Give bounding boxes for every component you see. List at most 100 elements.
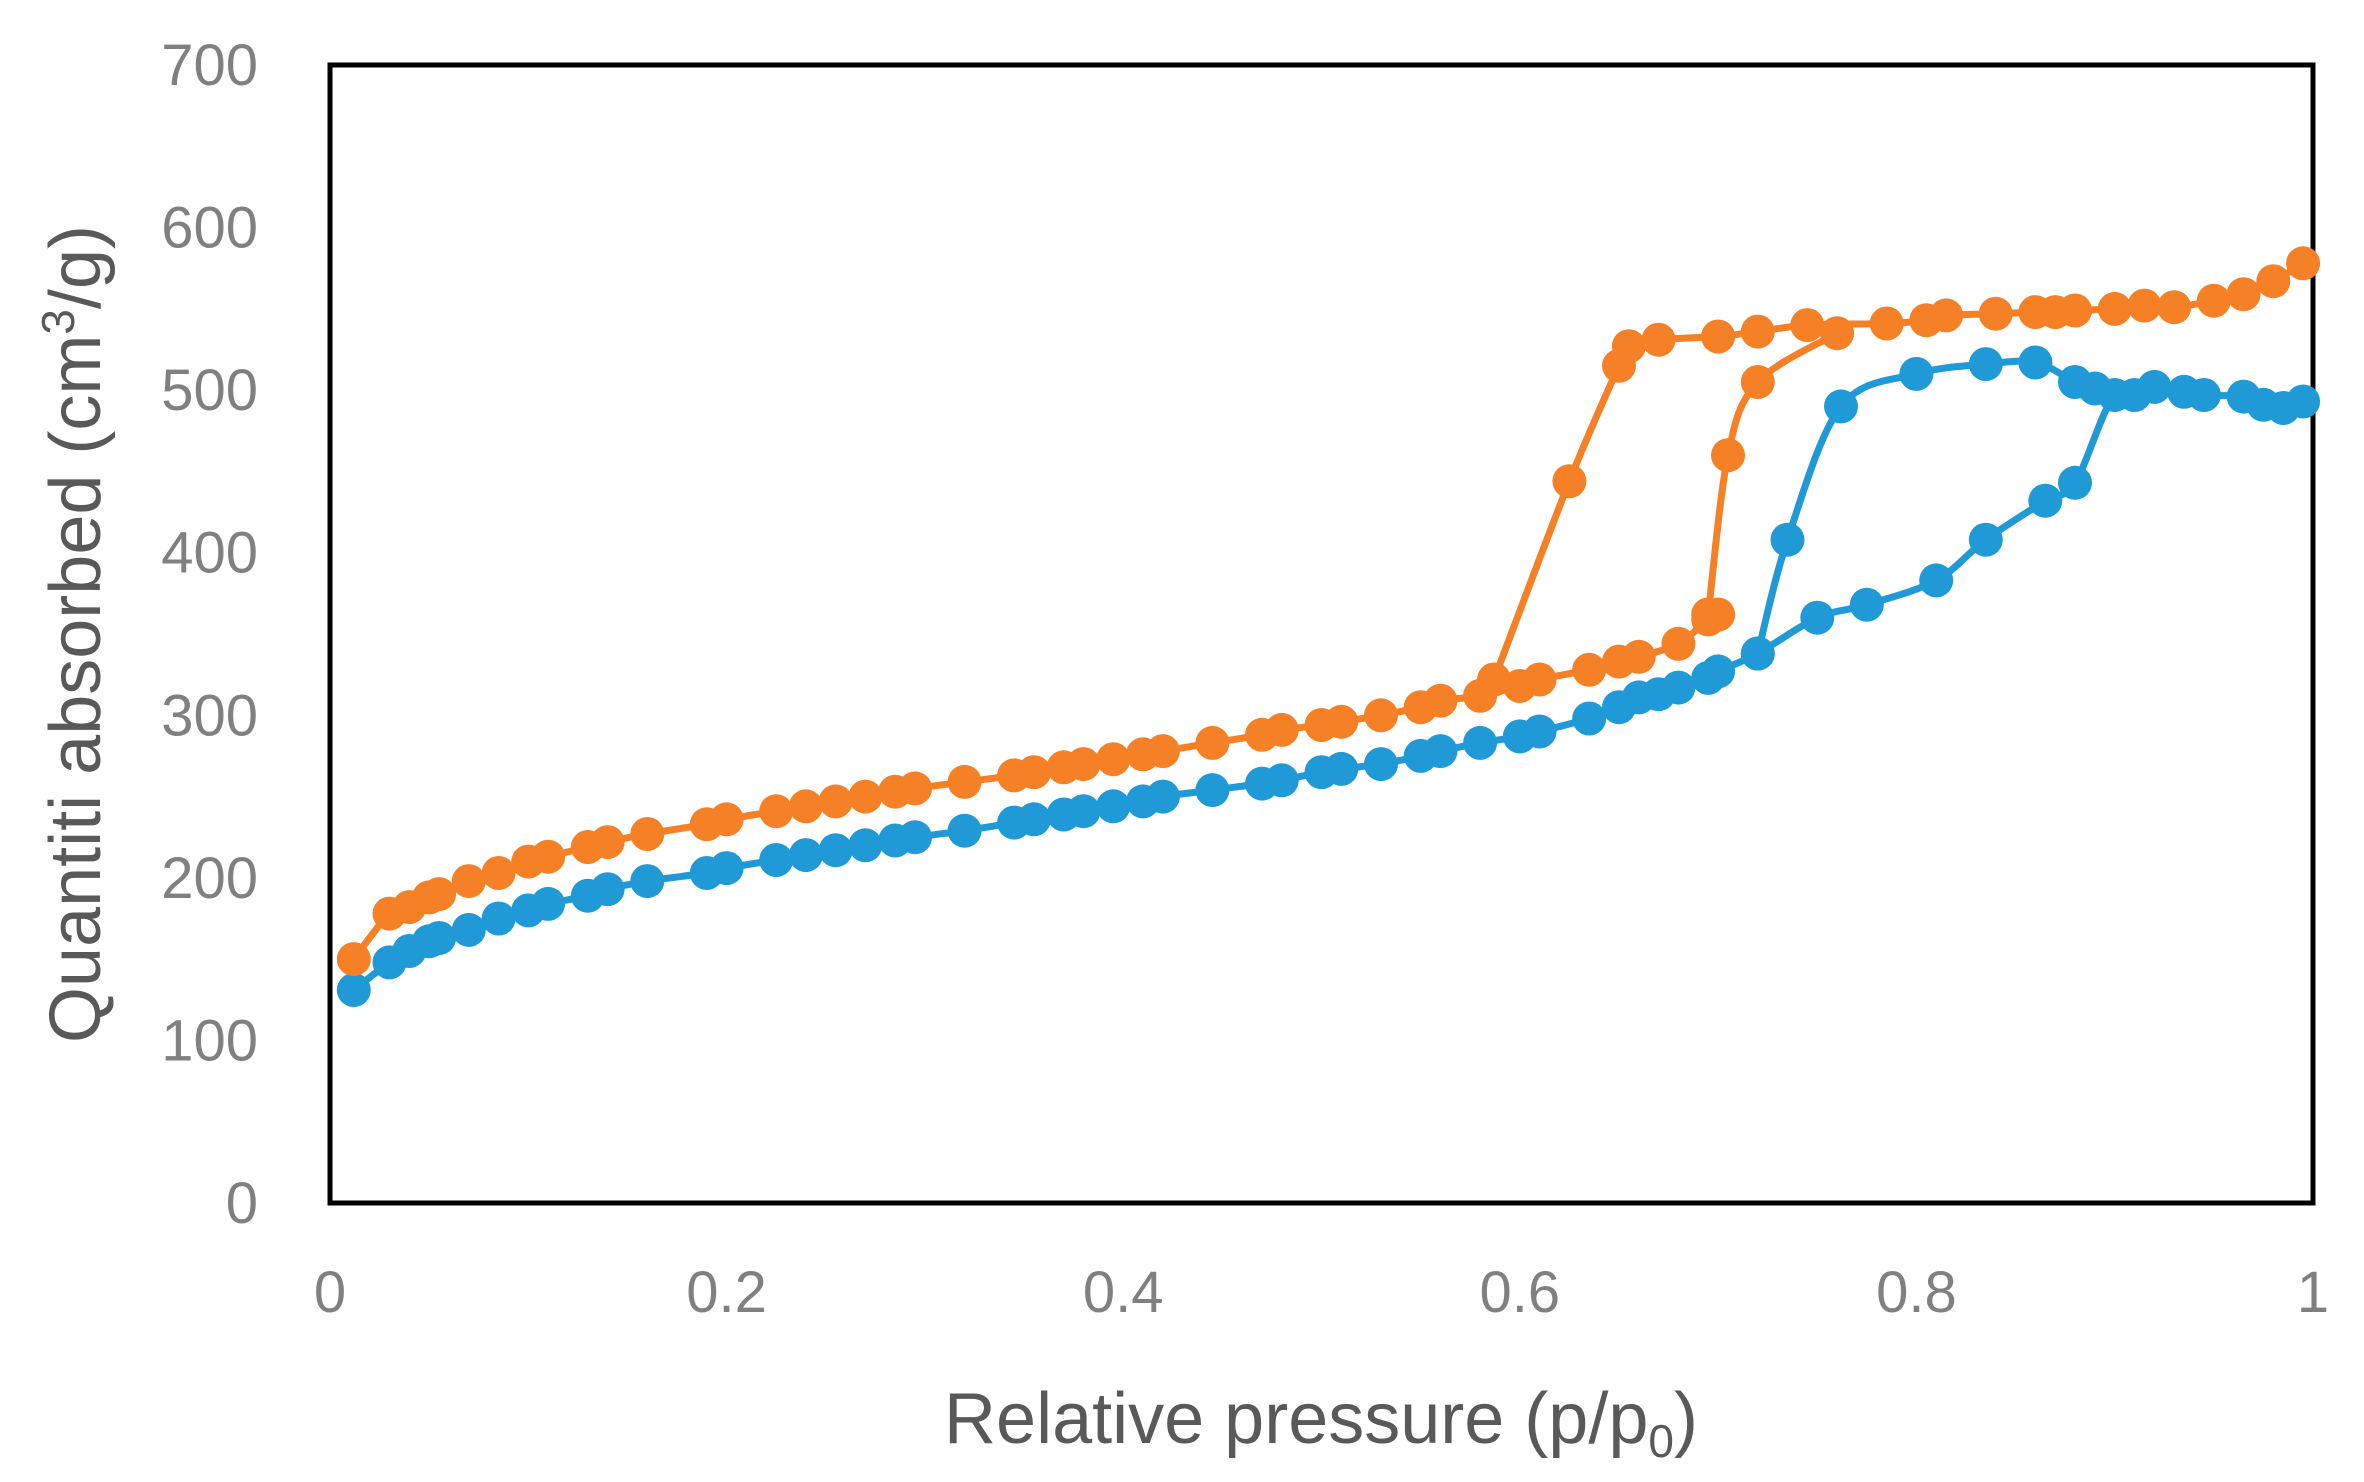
data-point xyxy=(1824,389,1858,424)
plot-area-frame xyxy=(327,62,2316,1206)
data-point xyxy=(1096,789,1131,824)
data-point xyxy=(1017,755,1051,790)
data-point xyxy=(2117,378,2152,412)
x-axis-ticks: 0 0.2 0.4 0.6 0.8 1 xyxy=(314,1260,2329,1325)
data-point xyxy=(1641,322,1676,357)
series-3 xyxy=(1477,246,2321,697)
data-point xyxy=(1929,298,1964,333)
data-point xyxy=(1621,639,1656,674)
data-point xyxy=(1552,464,1587,499)
series-line xyxy=(1704,329,1841,618)
data-point xyxy=(422,921,457,955)
y-tick-label: 300 xyxy=(161,683,258,748)
data-point xyxy=(590,872,625,907)
data-point xyxy=(1691,597,1726,632)
data-point xyxy=(2097,291,2132,326)
data-point xyxy=(2077,371,2112,406)
data-point xyxy=(422,877,457,912)
data-point xyxy=(1145,734,1180,769)
data-point xyxy=(1701,654,1736,689)
data-point xyxy=(531,839,566,874)
series-2 xyxy=(336,597,1736,977)
data-point xyxy=(481,901,516,936)
x-axis-title-end: ) xyxy=(1674,1379,1698,1459)
x-axis-title-subscript: 0 xyxy=(1648,1415,1674,1467)
data-point xyxy=(1572,652,1607,687)
data-point xyxy=(1264,712,1299,747)
y-tick-label: 100 xyxy=(161,1008,258,1073)
data-point xyxy=(898,820,932,855)
data-point xyxy=(2028,483,2063,518)
data-point xyxy=(848,779,883,814)
y-axis-title-superscript: 3 xyxy=(32,309,84,335)
data-point xyxy=(1017,802,1051,837)
data-point xyxy=(2018,345,2053,380)
data-point xyxy=(1324,704,1359,739)
data-point xyxy=(1770,522,1805,557)
data-point xyxy=(2157,290,2192,325)
data-point xyxy=(1572,701,1607,736)
x-axis-title-main: Relative pressure (p/p xyxy=(944,1379,1648,1459)
x-tick-label: 0.4 xyxy=(1083,1260,1164,1325)
data-point xyxy=(1740,365,1775,399)
data-point xyxy=(590,825,625,860)
data-point xyxy=(1522,714,1557,749)
data-point xyxy=(451,864,486,899)
data-point xyxy=(1145,779,1180,814)
data-point xyxy=(1820,316,1855,351)
data-point xyxy=(1661,626,1696,661)
data-point xyxy=(818,833,853,868)
data-point xyxy=(788,789,823,824)
data-point xyxy=(898,771,932,806)
data-point xyxy=(947,813,982,848)
data-point xyxy=(1869,306,1904,341)
data-point xyxy=(1849,587,1884,622)
data-point xyxy=(1477,662,1511,697)
data-point xyxy=(1701,319,1736,354)
data-point xyxy=(2196,283,2231,318)
data-point xyxy=(848,828,883,863)
data-point xyxy=(1968,522,2003,557)
data-point xyxy=(2127,288,2162,323)
data-point xyxy=(2186,378,2221,412)
data-point xyxy=(336,973,371,1007)
x-tick-label: 0.8 xyxy=(1876,1260,1957,1325)
data-point xyxy=(2058,293,2092,328)
data-point xyxy=(1324,751,1359,786)
data-point xyxy=(1711,438,1745,473)
data-point xyxy=(1195,773,1230,808)
x-tick-label: 0.2 xyxy=(686,1260,767,1325)
data-point xyxy=(1800,600,1835,635)
data-point xyxy=(630,864,665,899)
data-point xyxy=(759,794,794,829)
data-point xyxy=(2256,264,2291,299)
y-tick-label: 600 xyxy=(161,196,258,261)
data-point xyxy=(531,886,566,921)
y-tick-label: 500 xyxy=(161,358,258,423)
data-point xyxy=(1611,329,1646,364)
data-point xyxy=(1522,662,1557,697)
data-point xyxy=(1790,308,1825,343)
data-point xyxy=(788,838,823,873)
data-point xyxy=(1096,742,1131,777)
data-point xyxy=(1364,698,1398,733)
series-layer xyxy=(336,246,2321,1007)
data-point xyxy=(630,817,665,851)
data-point xyxy=(451,912,486,947)
data-point xyxy=(1066,747,1101,782)
data-point xyxy=(481,856,516,890)
data-point xyxy=(1978,296,2013,331)
y-axis-title-end: /g) xyxy=(36,225,116,309)
data-point xyxy=(1423,683,1458,718)
data-point xyxy=(1899,356,1934,391)
y-axis-title-main: Quantiti absorbed (cm xyxy=(36,335,116,1043)
data-point xyxy=(1264,763,1299,798)
data-point xyxy=(1463,725,1498,760)
data-point xyxy=(1195,725,1230,760)
data-point xyxy=(2286,246,2321,281)
data-point xyxy=(336,942,371,977)
data-point xyxy=(818,784,853,819)
data-point xyxy=(1968,347,2003,382)
y-axis-title: Quantiti absorbed (cm3/g) xyxy=(32,225,116,1043)
x-tick-label: 0 xyxy=(314,1260,346,1325)
